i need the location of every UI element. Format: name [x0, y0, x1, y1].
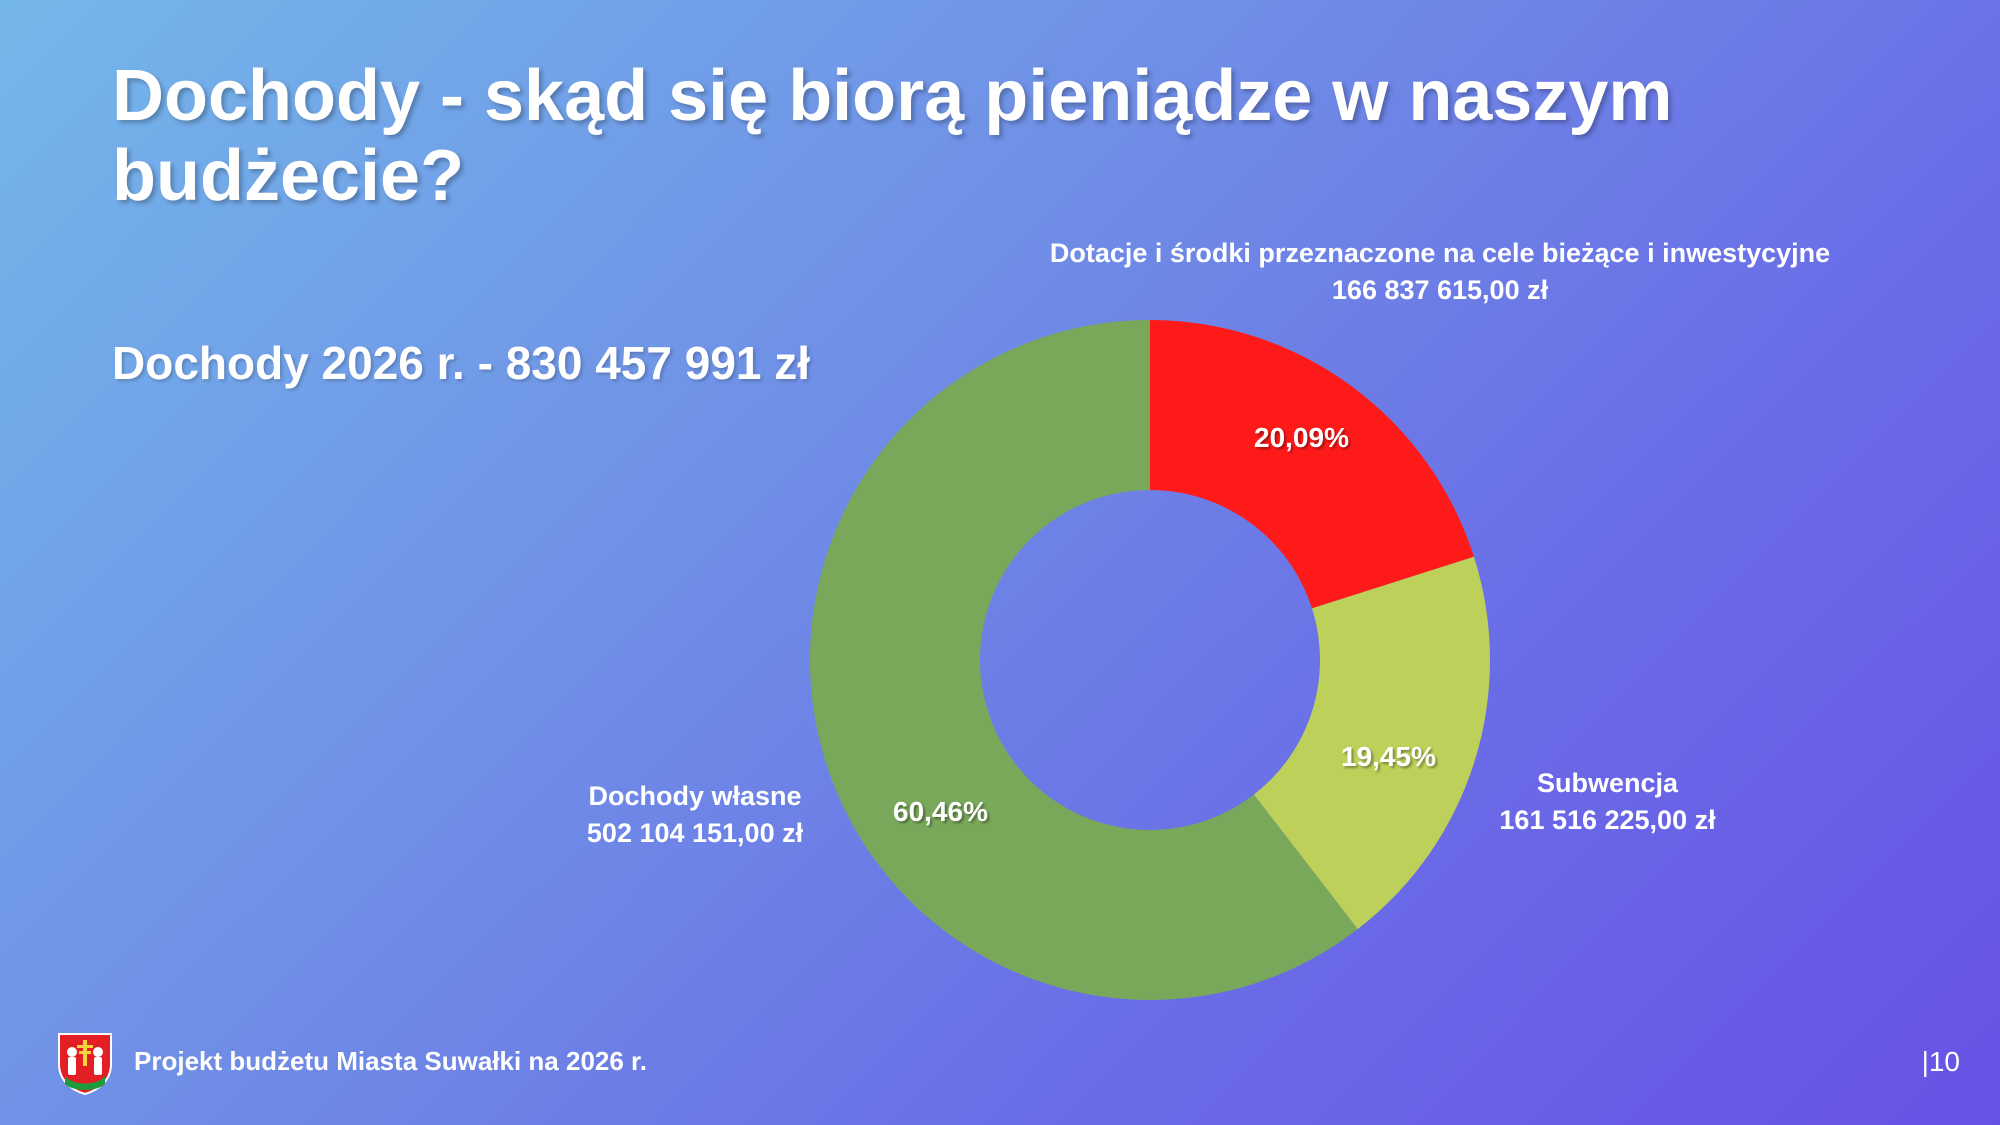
percent-label-dochody-wlasne: 60,46% — [893, 796, 988, 827]
category-label-dotacje: Dotacje i środki przeznaczone na cele bi… — [980, 235, 1900, 309]
slice-dotacje — [1150, 320, 1474, 609]
category-label-dochody-wlasne: Dochody własne 502 104 151,00 zł — [560, 778, 830, 852]
category-name-dochody-wlasne: Dochody własne — [588, 781, 802, 811]
percent-label-dotacje: 20,09% — [1254, 422, 1349, 453]
percent-label-subwencja: 19,45% — [1341, 741, 1436, 772]
slice-subwencja — [1253, 556, 1490, 930]
slide-title: Dochody - skąd się biorą pieniądze w nas… — [112, 56, 1673, 216]
category-name-dotacje: Dotacje i środki przeznaczone na cele bi… — [1049, 238, 1831, 268]
page-number: |10 — [1921, 1046, 1960, 1077]
slice-dochody-wlasne — [810, 320, 1358, 1000]
total-income: Dochody 2026 r. - 830 457 991 zł — [112, 337, 811, 389]
category-amount-dochody-wlasne: 502 104 151,00 zł — [586, 818, 804, 848]
footer-text: Projekt budżetu Miasta Suwałki na 2026 r… — [134, 1046, 647, 1076]
city-crest-icon — [58, 1033, 112, 1096]
category-amount-dotacje: 166 837 615,00 zł — [1331, 275, 1549, 305]
category-label-subwencja: Subwencja 161 516 225,00 zł — [1470, 765, 1745, 839]
category-name-subwencja: Subwencja — [1536, 768, 1679, 798]
category-amount-subwencja: 161 516 225,00 zł — [1499, 805, 1716, 835]
